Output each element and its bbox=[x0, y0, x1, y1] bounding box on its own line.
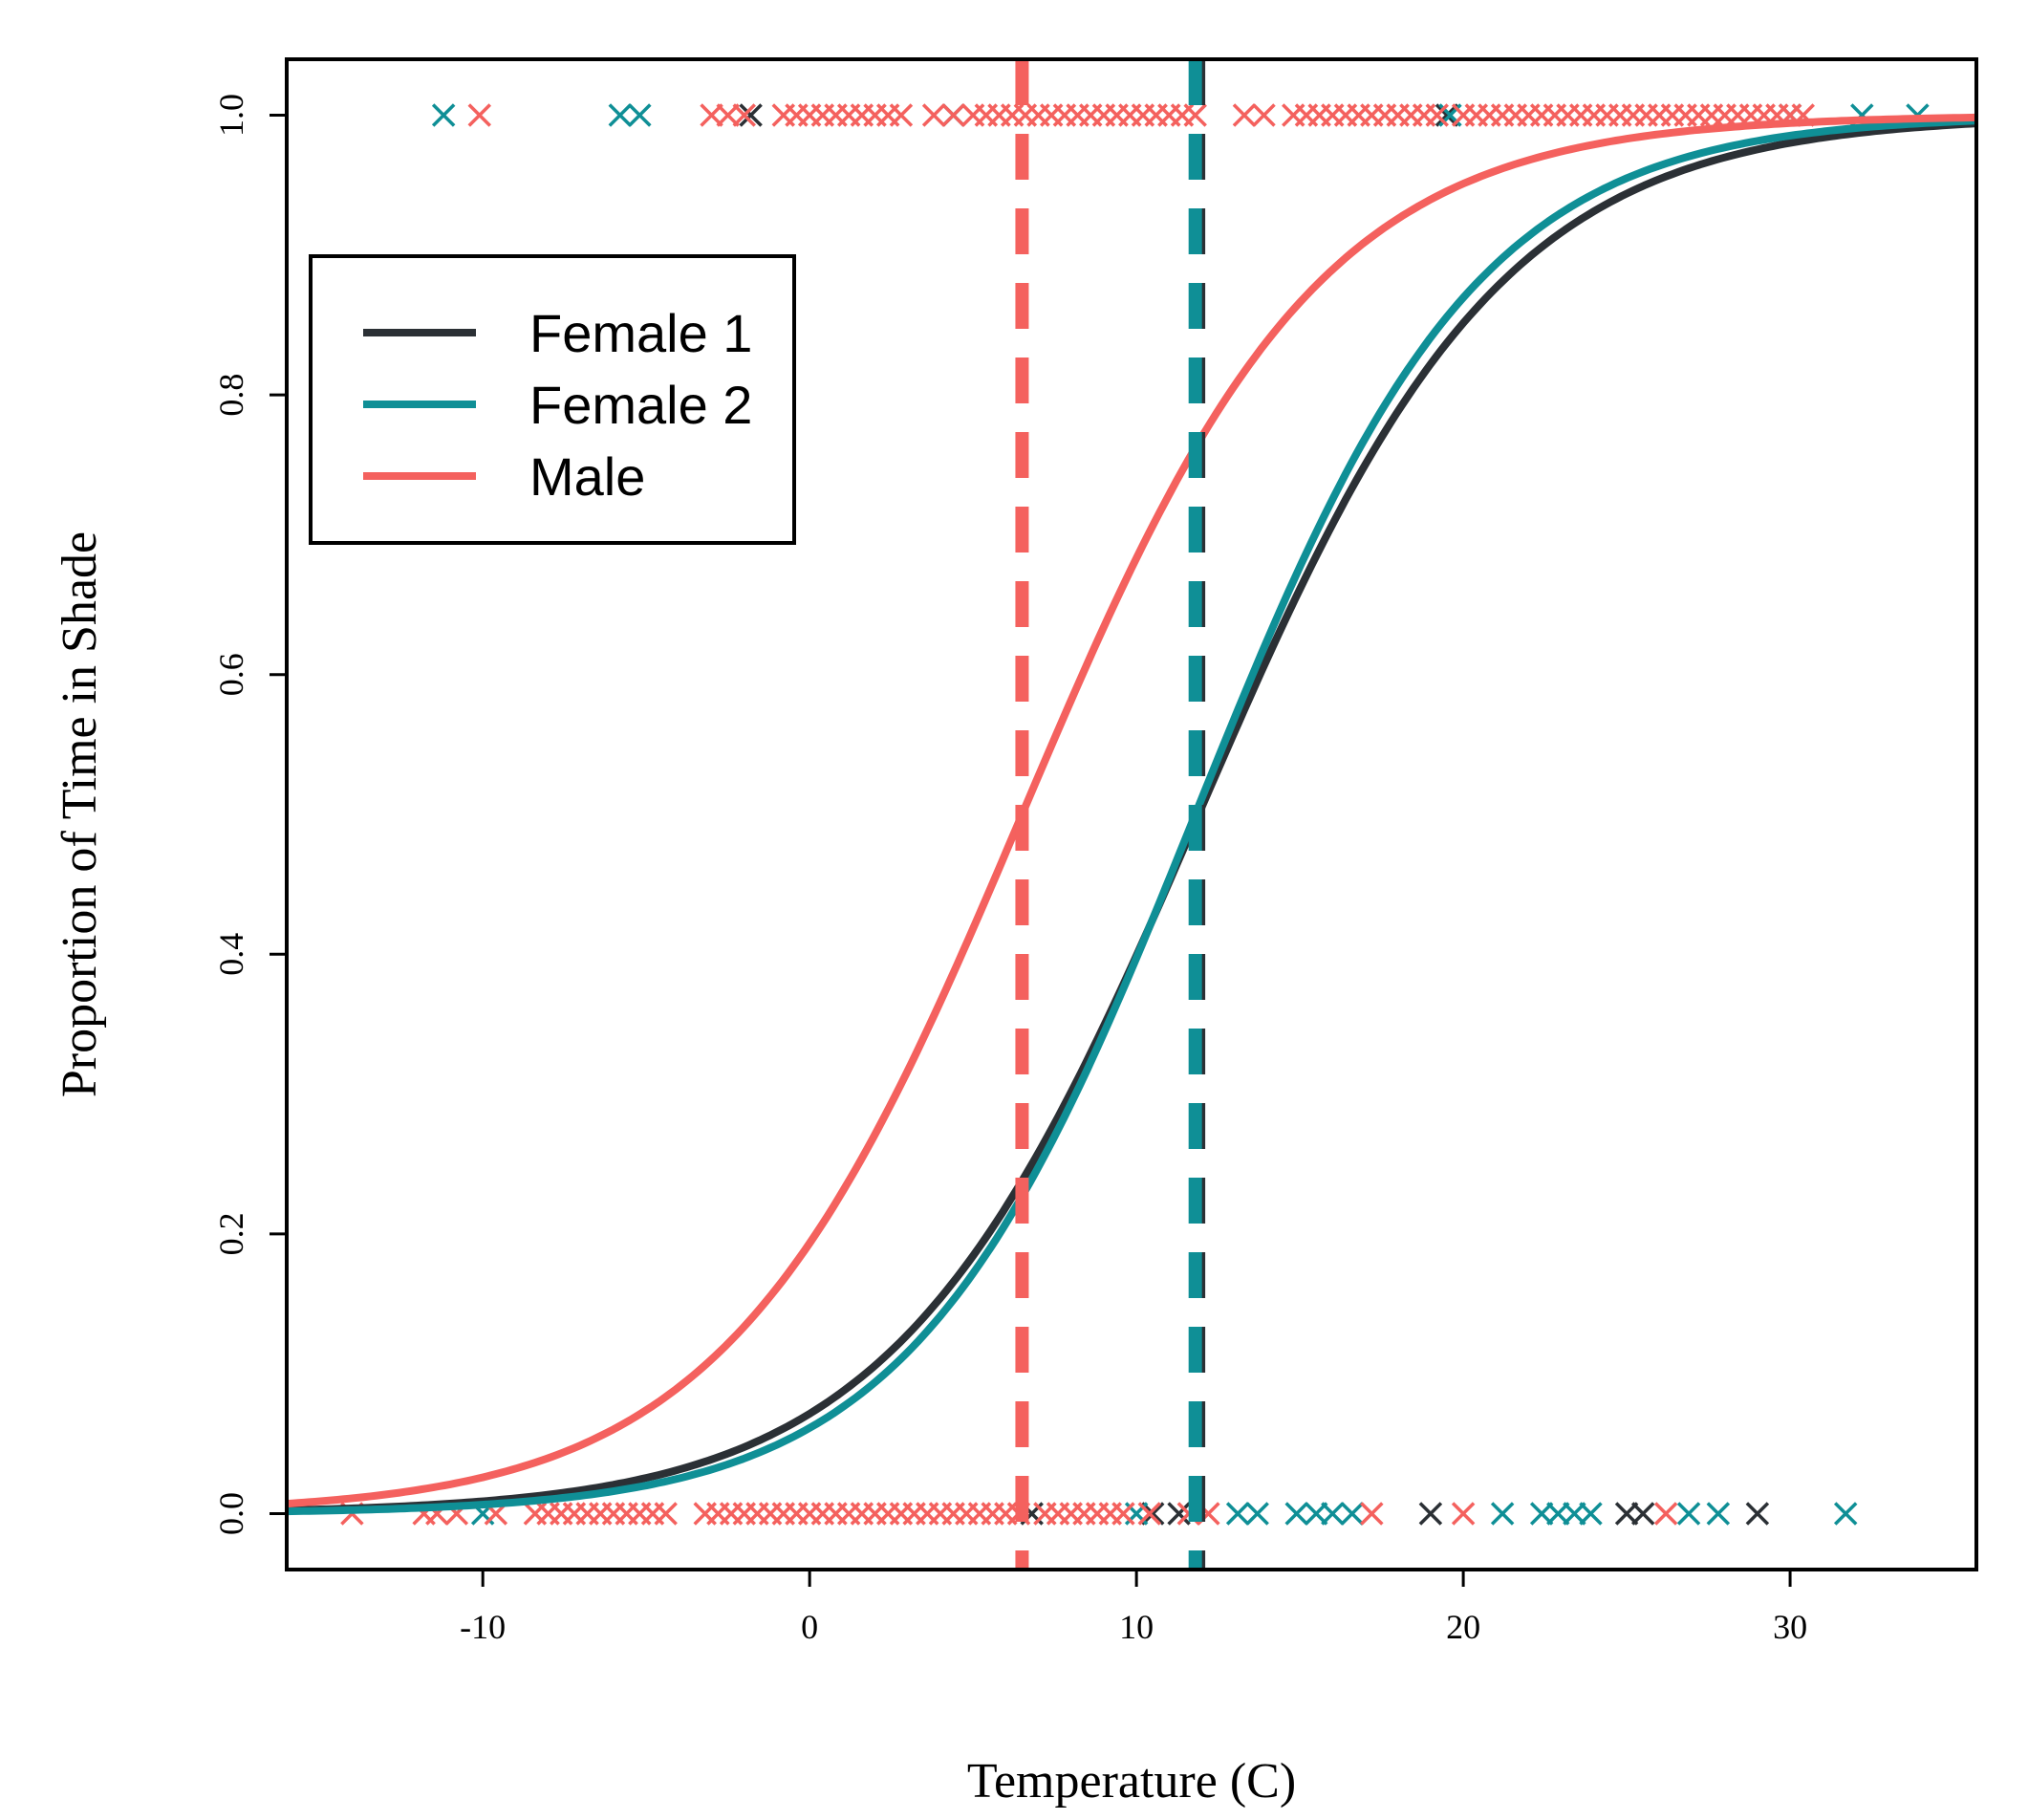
male-observation-point bbox=[654, 1502, 678, 1526]
plot-data-layer bbox=[287, 59, 1976, 1570]
male-observation-point bbox=[1252, 103, 1276, 127]
female-2-observation-point bbox=[1676, 1502, 1701, 1526]
x-tick-label: -10 bbox=[460, 1608, 506, 1646]
female-2-observation-point bbox=[431, 103, 456, 127]
y-tick-label: 0.8 bbox=[212, 374, 250, 417]
male-observation-point bbox=[1653, 1502, 1678, 1526]
female-2-observation-point bbox=[628, 103, 652, 127]
male-observation-point bbox=[1111, 1502, 1135, 1526]
male-observation-point bbox=[889, 103, 914, 127]
legend-label-male: Male bbox=[529, 446, 645, 507]
y-tick-label: 0.0 bbox=[212, 1492, 250, 1535]
x-tick-label: 30 bbox=[1773, 1608, 1807, 1646]
female-2-observation-point bbox=[1245, 1502, 1269, 1526]
female-2-observation-point bbox=[1579, 1502, 1603, 1526]
male-observation-point bbox=[1360, 1502, 1384, 1526]
female-1-observation-point bbox=[1630, 1502, 1655, 1526]
y-tick-label: 0.4 bbox=[212, 933, 250, 976]
male-observation-point bbox=[1425, 103, 1449, 127]
x-tick-label: 20 bbox=[1446, 1608, 1480, 1646]
female-2-observation-point bbox=[1284, 1502, 1308, 1526]
male-observation-point bbox=[921, 103, 946, 127]
female-1-observation-point bbox=[1418, 1502, 1443, 1526]
x-tick-label: 0 bbox=[801, 1608, 818, 1646]
female-2-observation-point bbox=[1490, 1502, 1515, 1526]
female-2-fit-curve bbox=[287, 117, 1976, 1516]
male-observation-point bbox=[467, 103, 492, 127]
female-2-observation-point bbox=[608, 103, 633, 127]
male-observation-point bbox=[1232, 103, 1257, 127]
legend-label-female-1: Female 1 bbox=[529, 303, 752, 363]
female-2-observation-point bbox=[1833, 1502, 1858, 1526]
axes-layer: -10 0 10 20 30 0.0 0.2 0.4 0.6 0.8 1.0 bbox=[212, 94, 1807, 1646]
female-1-observation-point bbox=[1745, 1502, 1770, 1526]
female-1-observation-point bbox=[1167, 1502, 1191, 1526]
y-tick-label: 1.0 bbox=[212, 94, 250, 137]
legend: Female 1 Female 2 Male bbox=[309, 254, 796, 545]
y-axis-title: Proportion of Time in Shade bbox=[53, 531, 107, 1097]
legend-label-female-2: Female 2 bbox=[529, 375, 752, 435]
female-2-observation-point bbox=[1340, 1502, 1365, 1526]
male-observation-point bbox=[1451, 1502, 1476, 1526]
plot-frame bbox=[285, 57, 1978, 1571]
male-observation-point bbox=[941, 103, 965, 127]
female-1-observation-point bbox=[739, 103, 763, 127]
male-observation-point bbox=[732, 103, 756, 127]
y-tick-label: 0.2 bbox=[212, 1212, 250, 1255]
female-2-observation-point bbox=[1706, 1502, 1731, 1526]
female-2-observation-point bbox=[1321, 1502, 1345, 1526]
male-observation-point bbox=[1137, 1502, 1162, 1526]
x-tick-label: 10 bbox=[1119, 1608, 1154, 1646]
y-tick-label: 0.6 bbox=[212, 653, 250, 696]
male-fit-curve bbox=[287, 113, 1976, 1508]
female-2-observation-point bbox=[1225, 1502, 1250, 1526]
legend-box bbox=[309, 254, 796, 545]
male-observation-point bbox=[1183, 103, 1207, 127]
x-axis-title: Temperature (C) bbox=[967, 1754, 1296, 1809]
